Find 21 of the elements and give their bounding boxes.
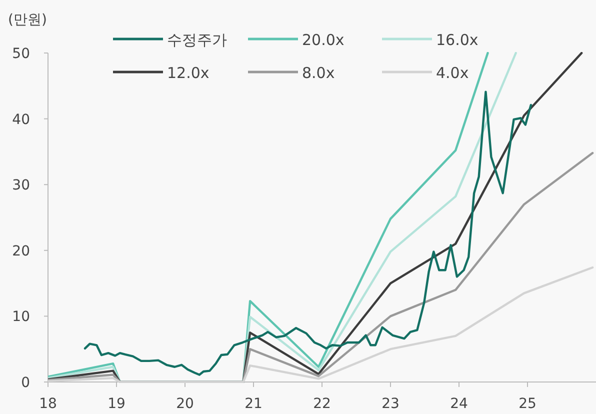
legend-label: 8.0x bbox=[302, 64, 335, 82]
y-tick-label: 20 bbox=[12, 243, 30, 260]
legend-label: 16.0x bbox=[436, 31, 478, 49]
x-tick-label: 25 bbox=[518, 396, 536, 412]
legend-label: 12.0x bbox=[167, 64, 210, 82]
y-axis-title: (만원) bbox=[8, 12, 47, 28]
x-tick-label: 19 bbox=[108, 396, 126, 412]
legend-label: 4.0x bbox=[436, 64, 469, 82]
legend-label: 20.0x bbox=[302, 31, 344, 49]
x-tick-label: 22 bbox=[313, 396, 331, 412]
y-tick-label: 10 bbox=[12, 309, 30, 326]
x-tick-label: 18 bbox=[39, 396, 57, 412]
x-tick-label: 23 bbox=[382, 396, 400, 412]
legend-label: 수정주가 bbox=[167, 31, 227, 49]
y-tick-label: 50 bbox=[12, 46, 30, 62]
y-tick-label: 0 bbox=[21, 375, 30, 391]
y-tick-label: 30 bbox=[12, 178, 30, 194]
x-tick-label: 24 bbox=[450, 396, 468, 412]
x-tick-label: 21 bbox=[244, 396, 262, 412]
x-tick-label: 20 bbox=[176, 396, 194, 412]
y-tick-label: 40 bbox=[12, 112, 30, 128]
